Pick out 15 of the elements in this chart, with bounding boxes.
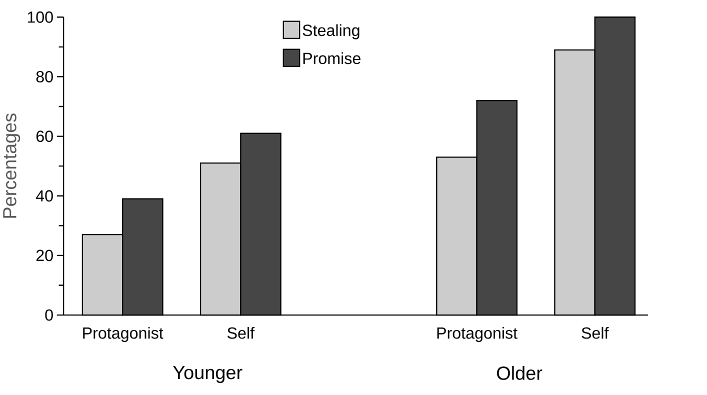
- x-tick-label: Protagonist: [83, 326, 164, 342]
- text: Older: [497, 366, 542, 380]
- legend-label: Promise: [303, 52, 360, 64]
- y-tick-label: 60: [36, 130, 53, 142]
- y-tick-label: 40: [36, 190, 53, 202]
- y-tick-label: 80: [36, 71, 53, 82]
- text: Younger: [173, 366, 242, 383]
- y-tick-label: 20: [36, 250, 53, 262]
- y-tick-label: 100: [28, 11, 53, 23]
- x-tick-label: Protagonist: [437, 326, 518, 342]
- legend-label: Stealing: [302, 24, 360, 40]
- x-tick-label: Self: [582, 326, 609, 339]
- y-axis-title: Percentages: [3, 114, 20, 218]
- x-tick-label: Self: [228, 326, 255, 339]
- y-tick-label: 0: [45, 309, 53, 321]
